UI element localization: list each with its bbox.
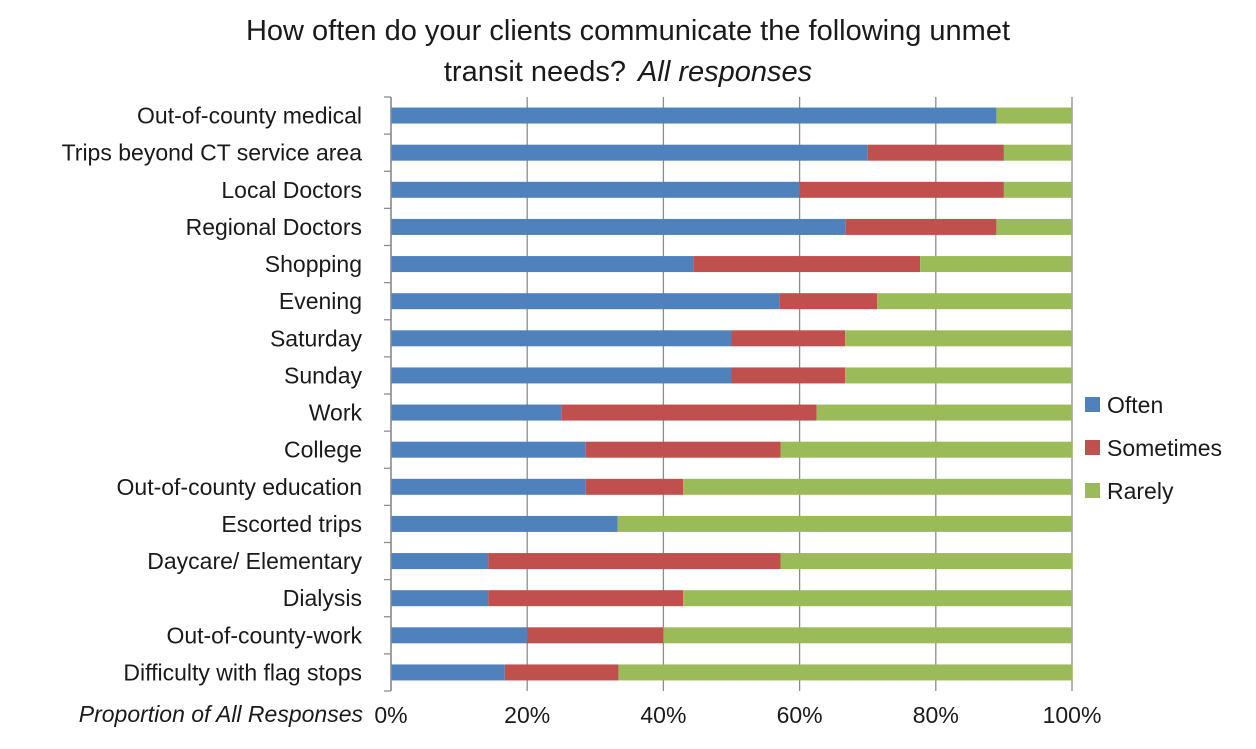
- bar-segment-sometimes: [504, 664, 619, 681]
- bar-segment-sometimes: [731, 367, 846, 384]
- x-tick-label: 0%: [374, 702, 407, 728]
- bar-segment-often: [391, 478, 586, 495]
- category-label: Shopping: [265, 251, 362, 277]
- bar-segment-often: [391, 330, 732, 347]
- legend-swatch-sometimes: [1085, 440, 1100, 455]
- chart-title-line-2: transit needs? All responses: [444, 56, 812, 88]
- bar-segment-often: [391, 590, 489, 607]
- chart-subtitle: All responses: [636, 56, 812, 88]
- bar-segment-sometimes: [799, 181, 1004, 198]
- bar-segment-rarely: [780, 441, 1073, 458]
- category-label: Trips beyond CT service area: [62, 140, 363, 166]
- bar-segment-sometimes: [527, 627, 664, 644]
- bar-segment-often: [391, 293, 780, 310]
- bar-segment-often: [391, 441, 586, 458]
- bar-segment-sometimes: [585, 478, 684, 495]
- bar-segment-rarely: [996, 218, 1072, 235]
- x-tick-label: 40%: [640, 702, 686, 728]
- bar-segment-rarely: [877, 293, 1072, 310]
- category-label: Out-of-county education: [117, 474, 362, 500]
- bar-segment-often: [391, 627, 528, 644]
- category-label: Out-of-county medical: [137, 103, 362, 129]
- chart-title-line-1: How often do your clients communicate th…: [246, 15, 1010, 47]
- bar-segment-often: [391, 107, 997, 124]
- y-tick-labels: Out-of-county medical Trips beyond CT ser…: [62, 103, 363, 686]
- category-label: Dialysis: [283, 585, 362, 611]
- axes: [384, 96, 392, 692]
- category-label: College: [284, 437, 362, 463]
- bar-segment-rarely: [618, 664, 1073, 681]
- bar-segment-rarely: [683, 590, 1072, 607]
- bar-segment-rarely: [845, 330, 1072, 347]
- bar-segment-sometimes: [779, 293, 878, 310]
- bar-segment-often: [391, 664, 505, 681]
- x-tick-label: 20%: [504, 702, 550, 728]
- x-tick-label: 60%: [777, 702, 823, 728]
- legend-label-often: Often: [1107, 392, 1163, 418]
- bar-segment-sometimes: [867, 144, 1004, 161]
- legend: Often Sometimes Rarely: [1085, 392, 1222, 504]
- bar-segment-often: [391, 181, 800, 198]
- category-label: Saturday: [270, 325, 363, 351]
- bar-segment-often: [391, 218, 846, 235]
- x-tick-label: 80%: [913, 702, 959, 728]
- bar-segment-often: [391, 515, 618, 532]
- bar-segment-often: [391, 404, 562, 421]
- x-tick-labels: 0% 20% 40% 60% 80% 100%: [374, 702, 1101, 728]
- category-label: Daycare/ Elementary: [147, 548, 362, 574]
- category-label: Local Doctors: [221, 177, 362, 203]
- bar-segment-rarely: [816, 404, 1072, 421]
- bar-segment-rarely: [617, 515, 1072, 532]
- category-label: Difficulty with flag stops: [123, 659, 362, 685]
- category-label: Evening: [279, 288, 362, 314]
- chart-title-main: transit needs?: [444, 56, 626, 88]
- bar-segment-sometimes: [731, 330, 846, 347]
- bar-segment-rarely: [845, 367, 1072, 384]
- bar-segment-rarely: [780, 553, 1073, 570]
- bar-segment-rarely: [1003, 181, 1072, 198]
- x-axis-label: Proportion of All Responses: [79, 701, 364, 727]
- category-label: Regional Doctors: [186, 214, 362, 240]
- bar-segment-sometimes: [561, 404, 817, 421]
- legend-swatch-often: [1085, 397, 1100, 412]
- bar-segment-sometimes: [693, 256, 921, 273]
- legend-label-rarely: Rarely: [1107, 478, 1174, 504]
- x-tick-label: 100%: [1043, 702, 1102, 728]
- bar-segment-often: [391, 367, 732, 384]
- bar-segment-often: [391, 256, 694, 273]
- bar-segment-rarely: [920, 256, 1072, 273]
- legend-swatch-rarely: [1085, 483, 1100, 498]
- legend-label-sometimes: Sometimes: [1107, 435, 1222, 461]
- category-label: Sunday: [284, 362, 363, 388]
- bar-segment-sometimes: [845, 218, 997, 235]
- bar-segment-often: [391, 144, 868, 161]
- bar-segment-rarely: [683, 478, 1072, 495]
- bar-segment-sometimes: [488, 590, 684, 607]
- chart-title-group: How often do your clients communicate th…: [246, 15, 1010, 88]
- bar-segment-rarely: [663, 627, 1072, 644]
- category-label: Escorted trips: [221, 511, 362, 537]
- bar-segment-often: [391, 553, 489, 570]
- bars: [391, 107, 1073, 681]
- bar-segment-sometimes: [585, 441, 781, 458]
- category-label: Out-of-county-work: [166, 622, 362, 648]
- bar-segment-rarely: [1003, 144, 1072, 161]
- category-label: Work: [309, 400, 363, 426]
- bar-segment-sometimes: [488, 553, 781, 570]
- bar-segment-rarely: [996, 107, 1072, 124]
